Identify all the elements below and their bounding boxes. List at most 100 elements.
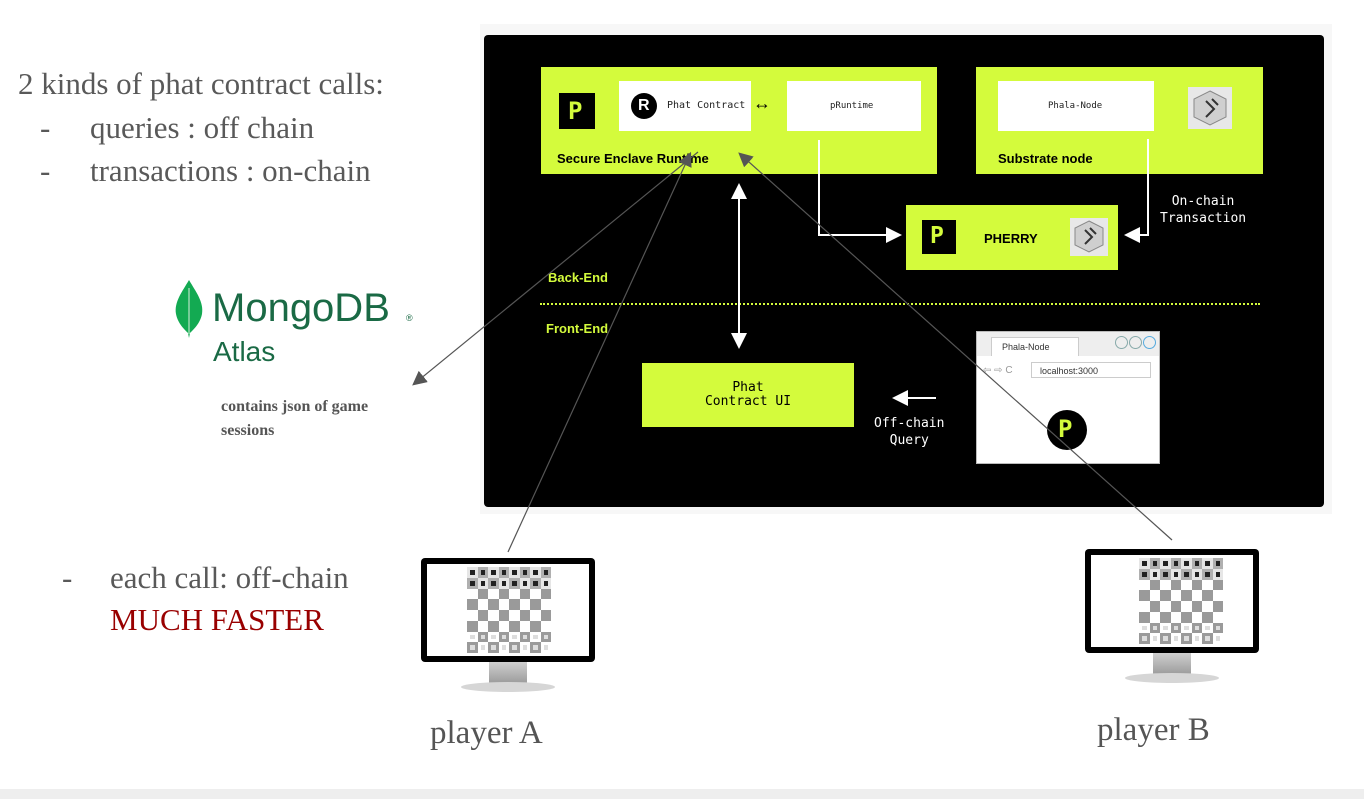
chess-square xyxy=(488,599,499,610)
chess-square xyxy=(498,620,509,632)
bullet-queries-text: queries : off chain xyxy=(90,110,315,145)
secure-enclave-box: P R Phat Contract ↔ pRuntime Secure Encl… xyxy=(541,67,937,174)
chess-square xyxy=(1212,579,1223,591)
substrate-node-box: Phala-Node Substrate node xyxy=(976,67,1263,174)
secure-enclave-label: Secure Enclave Runtime xyxy=(557,151,709,166)
browser-tab: Phala-Node xyxy=(991,337,1079,356)
phala-node-label: Phala-Node xyxy=(1048,101,1103,111)
chess-square xyxy=(1149,579,1160,591)
monitor-player-a xyxy=(421,558,595,694)
chess-square xyxy=(467,599,478,610)
chess-square xyxy=(1139,611,1150,623)
phala-logo-icon: P xyxy=(559,93,595,129)
chessboard xyxy=(1139,558,1223,644)
enclave-to-mongodb-arrow xyxy=(412,151,699,386)
chess-square xyxy=(530,599,541,610)
substrate-cube-icon xyxy=(1070,218,1108,256)
substrate-node-label: Substrate node xyxy=(998,151,1093,166)
monitor-base xyxy=(1125,673,1219,683)
chess-square xyxy=(1191,579,1202,591)
chess-square xyxy=(488,577,499,589)
chess-square xyxy=(540,599,551,610)
mongodb-leaf-icon xyxy=(175,280,203,338)
chess-square xyxy=(1160,611,1171,623)
chess-square xyxy=(1170,622,1181,634)
chess-square xyxy=(1202,579,1213,591)
chess-square xyxy=(1160,558,1171,569)
chess-square xyxy=(477,599,488,610)
browser-nav-icons: ⇦ ⇨ C xyxy=(983,365,1013,376)
chess-square xyxy=(1160,601,1171,612)
chess-square xyxy=(467,620,478,632)
chess-square xyxy=(509,631,520,643)
chess-square xyxy=(509,567,520,578)
onchain-line1: On-chain xyxy=(1171,194,1235,209)
chess-square xyxy=(509,620,520,632)
chess-square xyxy=(1160,622,1171,634)
chess-square xyxy=(498,588,509,600)
mongodb-caption: contains json of game sessions xyxy=(221,395,368,443)
chess-square xyxy=(1202,622,1213,634)
chess-square xyxy=(488,610,499,621)
chess-square xyxy=(1202,568,1213,580)
onchain-line2: Transaction xyxy=(1160,211,1247,226)
player-a-label: player A xyxy=(430,715,543,751)
chess-square xyxy=(1149,568,1160,580)
chess-square xyxy=(477,620,488,632)
chess-square xyxy=(1170,590,1181,601)
chess-square xyxy=(1139,601,1150,612)
chess-square xyxy=(519,599,530,610)
bullet-transactions: - transactions : on-chain xyxy=(40,153,460,189)
chess-square xyxy=(1191,601,1202,612)
bullet-dash: - xyxy=(62,560,73,595)
pherry-label: PHERRY xyxy=(984,231,1038,246)
chess-square xyxy=(1170,633,1181,644)
chess-square xyxy=(509,610,520,621)
offchain-line1: Off-chain xyxy=(874,416,945,431)
chess-square xyxy=(540,577,551,589)
chess-square xyxy=(498,567,509,578)
browser-url-bar: localhost:3000 xyxy=(1031,362,1151,378)
chess-square xyxy=(1181,611,1192,623)
chess-square xyxy=(467,631,478,643)
chess-square xyxy=(1202,590,1213,601)
chess-square xyxy=(1139,568,1150,580)
chess-square xyxy=(477,631,488,643)
phat-ui-line2: Contract UI xyxy=(704,394,792,409)
chess-square xyxy=(1170,558,1181,569)
chess-square xyxy=(530,642,541,653)
bullet-dash: - xyxy=(40,153,51,188)
monitor-screen xyxy=(421,558,595,662)
chess-square xyxy=(1170,579,1181,591)
mongodb-name: MongoDB xyxy=(212,286,390,330)
phat-ui-line1: Phat xyxy=(732,380,764,395)
chess-square xyxy=(477,610,488,621)
chess-square xyxy=(1149,558,1160,569)
chess-square xyxy=(1212,633,1223,644)
offchain-query-label: Off-chain Query xyxy=(874,415,944,449)
chess-square xyxy=(540,567,551,578)
notes-heading: 2 kinds of phat contract calls: xyxy=(18,66,384,101)
monitor-screen xyxy=(1085,549,1259,653)
substrate-pherry-arrow xyxy=(1124,139,1149,243)
chess-square xyxy=(488,588,499,600)
pherry-box: P PHERRY xyxy=(906,205,1118,270)
chess-square xyxy=(1181,590,1192,601)
bullet-dash: - xyxy=(40,110,51,145)
chess-square xyxy=(1202,633,1213,644)
chess-square xyxy=(477,577,488,589)
chess-square xyxy=(540,631,551,643)
chess-square xyxy=(488,567,499,578)
chess-square xyxy=(519,588,530,600)
chess-square xyxy=(530,620,541,632)
chess-square xyxy=(498,577,509,589)
much-faster-text: MUCH FASTER xyxy=(110,602,324,637)
chess-square xyxy=(509,642,520,653)
rust-icon: R xyxy=(631,93,657,119)
chessboard xyxy=(467,567,551,653)
player-b-label: player B xyxy=(1097,712,1210,748)
phala-logo-icon: P xyxy=(1047,410,1087,450)
chess-square xyxy=(1212,590,1223,601)
chess-square xyxy=(519,642,530,653)
bullet-transactions-text: transactions : on-chain xyxy=(90,153,371,188)
